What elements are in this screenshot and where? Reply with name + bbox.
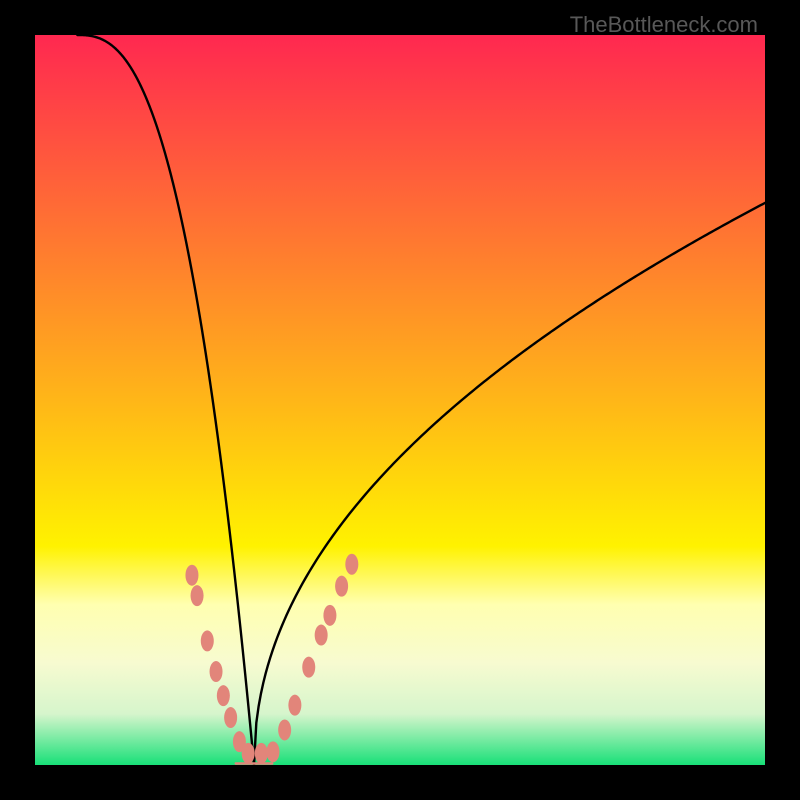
marker-bead bbox=[278, 719, 291, 740]
marker-bead bbox=[323, 605, 336, 626]
marker-bead bbox=[191, 585, 204, 606]
chart-plot-area bbox=[35, 35, 765, 765]
marker-group bbox=[185, 554, 358, 764]
marker-bead bbox=[335, 576, 348, 597]
chart-svg bbox=[35, 35, 765, 765]
marker-bead bbox=[345, 554, 358, 575]
marker-bead bbox=[210, 661, 223, 682]
marker-bead bbox=[201, 630, 214, 651]
marker-bead bbox=[302, 657, 315, 678]
marker-bead bbox=[266, 741, 279, 762]
marker-bead bbox=[185, 565, 198, 586]
marker-bead bbox=[255, 743, 268, 764]
bottleneck-curve bbox=[77, 35, 765, 765]
image-root: TheBottleneck.com bbox=[0, 0, 800, 800]
marker-bead bbox=[217, 685, 230, 706]
marker-bead bbox=[288, 695, 301, 716]
marker-bead bbox=[242, 743, 255, 764]
marker-bead bbox=[315, 625, 328, 646]
marker-bead bbox=[224, 707, 237, 728]
